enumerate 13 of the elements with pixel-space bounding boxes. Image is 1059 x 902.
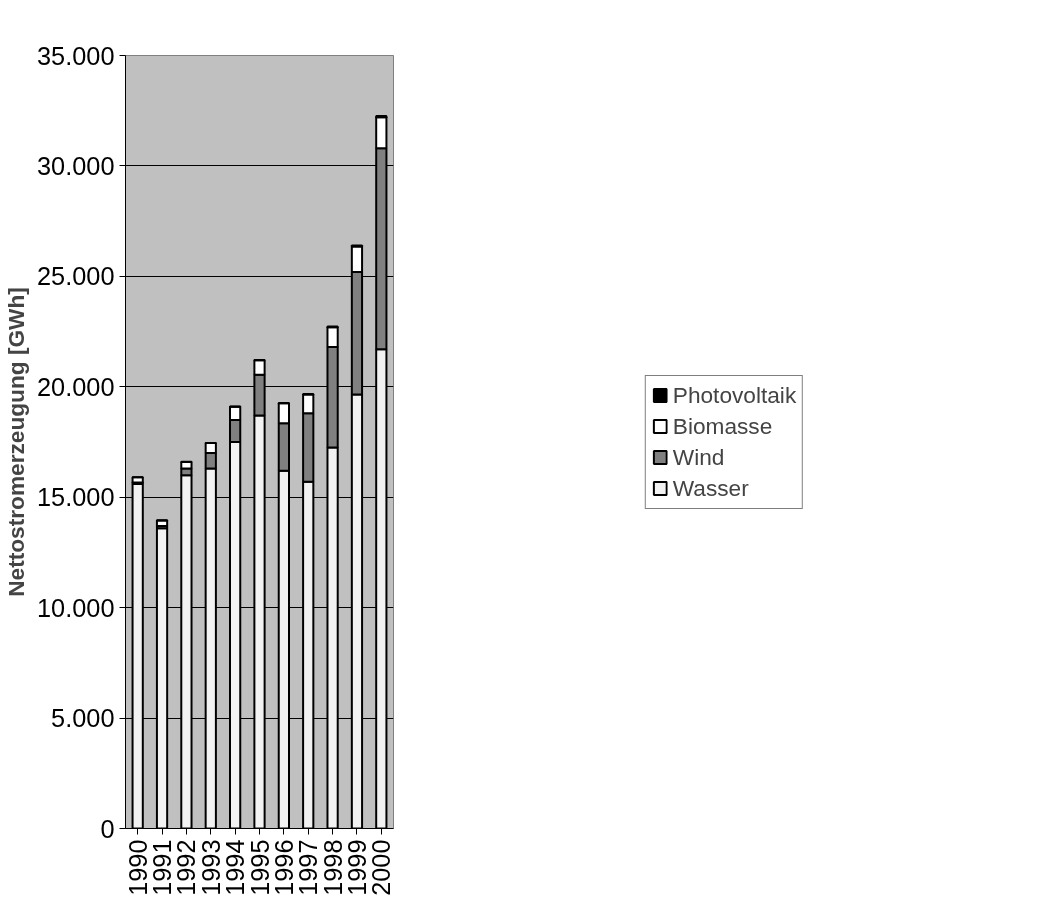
legend-label: Photovoltaik [672,381,797,409]
y-tick-label: 10.000 [37,593,115,622]
legend-label: Biomasse [672,412,773,440]
y-tick-label: 20.000 [37,372,115,401]
y-tick-label: 5.000 [51,704,115,733]
y-tick-label: 15.000 [37,483,115,512]
legend-label: Wind [672,443,725,471]
legend-label: Wasser [672,474,749,502]
y-tick-label: 30.000 [37,151,115,180]
y-tick-label: 35.000 [37,41,115,70]
y-axis-title: Nettostromerzeugung [GWh] [3,287,30,597]
y-tick-label: 0 [100,814,115,843]
y-tick-label: 25.000 [37,262,115,291]
